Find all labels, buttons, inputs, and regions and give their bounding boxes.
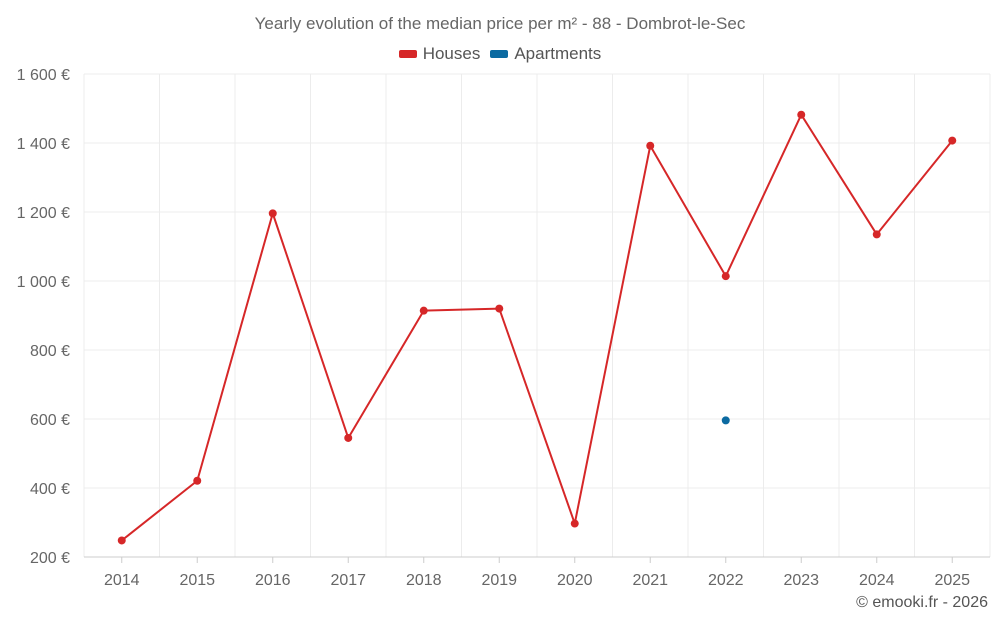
x-tick-label: 2022 — [708, 572, 744, 589]
x-tick-label: 2021 — [632, 572, 668, 589]
y-tick-label: 800 € — [30, 343, 70, 360]
x-tick-label: 2023 — [783, 572, 819, 589]
x-tick-label: 2018 — [406, 572, 442, 589]
data-point-houses-2020[interactable] — [570, 519, 579, 528]
legend-item-houses[interactable]: Houses — [398, 44, 481, 64]
legend-swatch-houses — [398, 50, 417, 58]
legend-label-houses: Houses — [422, 44, 481, 63]
data-point-houses-2023[interactable] — [797, 110, 806, 119]
data-point-houses-2021[interactable] — [646, 141, 655, 150]
legend-swatch-apartments — [490, 50, 509, 58]
chart-title: Yearly evolution of the median price per… — [254, 14, 746, 33]
y-tick-label: 1 200 € — [17, 205, 70, 222]
x-tick-label: 2025 — [934, 572, 970, 589]
data-point-houses-2017[interactable] — [344, 433, 353, 442]
data-point-apartments-2022[interactable] — [721, 416, 730, 425]
data-point-houses-2024[interactable] — [872, 230, 881, 239]
x-tick-label: 2015 — [179, 572, 215, 589]
y-tick-label: 200 € — [30, 550, 70, 567]
copyright-text: © emooki.fr - 2026 — [856, 594, 988, 611]
data-point-houses-2025[interactable] — [948, 136, 957, 145]
y-tick-label: 400 € — [30, 481, 70, 498]
x-tick-label: 2024 — [859, 572, 895, 589]
legend: Houses Apartments — [0, 44, 1000, 64]
x-tick-label: 2014 — [104, 572, 140, 589]
y-tick-label: 1 400 € — [17, 136, 70, 153]
legend-label-apartments: Apartments — [514, 44, 602, 63]
data-point-houses-2014[interactable] — [117, 536, 126, 545]
data-point-houses-2016[interactable] — [268, 209, 277, 218]
y-tick-label: 600 € — [30, 412, 70, 429]
x-tick-label: 2020 — [557, 572, 593, 589]
x-tick-label: 2019 — [481, 572, 517, 589]
legend-item-apartments[interactable]: Apartments — [490, 44, 601, 64]
x-tick-label: 2016 — [255, 572, 291, 589]
y-tick-label: 1 000 € — [17, 274, 70, 291]
data-point-houses-2015[interactable] — [193, 476, 202, 485]
series-line-houses — [121, 113, 954, 542]
data-point-houses-2022[interactable] — [721, 272, 730, 281]
y-tick-label: 1 600 € — [17, 67, 70, 84]
x-tick-label: 2017 — [330, 572, 366, 589]
data-point-houses-2019[interactable] — [495, 304, 504, 313]
data-point-houses-2018[interactable] — [419, 306, 428, 315]
